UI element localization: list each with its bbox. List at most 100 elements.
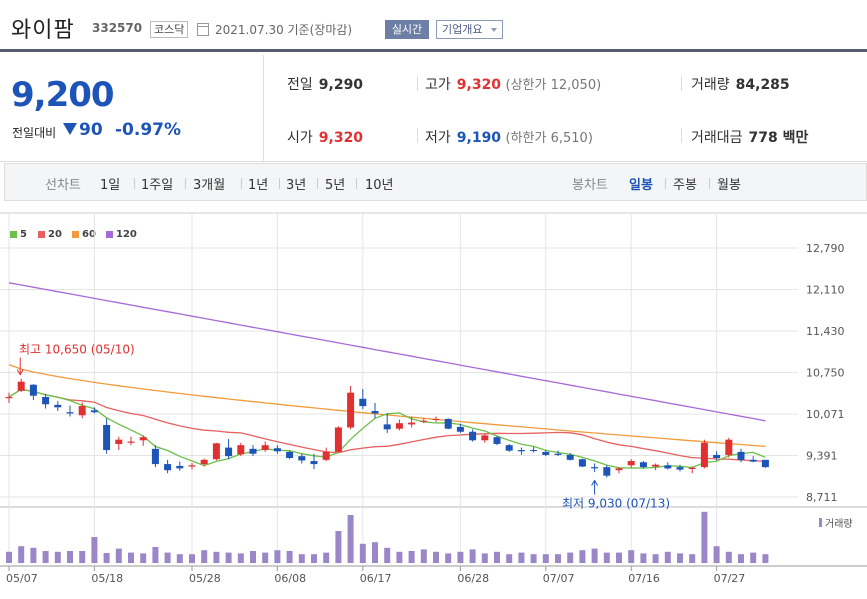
ma120-line: [8, 282, 766, 422]
period-1w[interactable]: 1주일: [141, 178, 174, 193]
x-tick-label: 07/07: [543, 572, 575, 585]
candle: [615, 467, 623, 474]
volume-bar: [628, 550, 635, 563]
candle-body: [432, 418, 440, 420]
volume-bar: [225, 552, 232, 563]
candle: [151, 445, 159, 468]
candle-body: [200, 459, 208, 465]
candle-body: [542, 451, 550, 455]
volume-bar: [725, 551, 732, 563]
candle: [725, 437, 733, 458]
candle-body: [713, 454, 721, 458]
candle: [188, 462, 196, 470]
price-change: 90: [79, 120, 103, 140]
period-1d[interactable]: 1일: [100, 178, 121, 193]
company-info-label: 기업개요: [442, 23, 483, 36]
x-tick-label: 07/16: [628, 572, 660, 585]
candle-body: [554, 453, 562, 455]
period-10y[interactable]: 10년: [365, 178, 394, 193]
x-tick-label: 06/08: [274, 572, 306, 585]
candle: [444, 418, 452, 430]
candle-body: [761, 459, 769, 468]
candle-body: [310, 461, 318, 465]
candle: [322, 447, 330, 462]
volume-bar: [506, 554, 513, 563]
period-3m[interactable]: 3개월: [193, 178, 226, 193]
volume-bar: [103, 553, 110, 563]
candle-body: [737, 451, 745, 460]
ma60-line: [8, 363, 766, 448]
candle: [17, 378, 25, 393]
candle: [481, 434, 489, 443]
volume-bar: [250, 551, 256, 563]
volume-bar: [701, 511, 708, 563]
candle: [737, 448, 745, 463]
amount-value: 778 백만: [748, 130, 809, 146]
candle-body: [78, 406, 86, 416]
candle-body: [225, 447, 233, 457]
period-5y[interactable]: 5년: [325, 178, 346, 193]
volume-bar: [603, 552, 610, 563]
realtime-button[interactable]: 실시간: [385, 20, 429, 39]
candle: [542, 450, 550, 457]
candle-body: [17, 381, 25, 391]
candle: [298, 453, 306, 464]
candle-body: [66, 412, 74, 414]
candle-body: [456, 426, 464, 432]
y-tick-label: 9,391: [806, 449, 838, 462]
period-3y[interactable]: 3년: [286, 178, 307, 193]
volume-bar: [445, 553, 452, 563]
candle-daily[interactable]: 일봉: [629, 178, 653, 193]
volume-bar: [579, 550, 586, 563]
volume-bar: [79, 551, 86, 563]
candle: [432, 416, 440, 422]
volume-bar: [664, 551, 671, 563]
volume-bar: [42, 551, 49, 563]
prev-close-cell: 전일 9,290: [287, 74, 363, 94]
period-1y[interactable]: 1년: [248, 178, 269, 193]
legend-item-ma20: 20: [38, 229, 62, 240]
candle-body: [676, 467, 684, 470]
candle: [90, 407, 98, 414]
caret-down-icon: [491, 28, 497, 32]
candle-weekly[interactable]: 주봉: [673, 178, 697, 193]
divider: [0, 161, 867, 162]
candle-body: [249, 448, 257, 454]
candle: [286, 450, 294, 460]
volume-bar: [640, 553, 647, 563]
candle: [530, 447, 538, 453]
candle: [127, 436, 135, 446]
candle: [493, 436, 501, 446]
candle: [469, 429, 477, 442]
candle-monthly[interactable]: 월봉: [717, 178, 741, 193]
volume-bar: [140, 553, 147, 563]
volume-bar: [274, 550, 281, 563]
volume-bar: [408, 551, 415, 563]
calendar-icon: [197, 23, 209, 36]
open-label: 시가: [287, 130, 313, 146]
volume-bar: [555, 554, 561, 563]
candle-body: [505, 445, 513, 451]
chart-tabs: 선차트 1일 1주일 3개월 1년 3년 5년 10년 봉차트 일봉 주봉 월봉: [4, 163, 867, 201]
candle: [359, 389, 367, 410]
candle: [42, 393, 50, 409]
candle-body: [115, 439, 123, 444]
y-tick-label: 10,750: [806, 367, 845, 380]
candle-body: [212, 443, 220, 460]
company-info-dropdown[interactable]: 기업개요: [436, 20, 503, 39]
y-tick-label: 8,711: [806, 491, 838, 504]
candle-body: [408, 422, 416, 425]
candle: [261, 441, 269, 452]
candle: [347, 385, 355, 430]
volume-bar: [335, 531, 342, 563]
volume-bar: [469, 549, 476, 563]
down-triangle-icon: [63, 123, 77, 135]
legend-label-ma20: 20: [48, 229, 62, 240]
x-tick-label: 06/28: [457, 572, 489, 585]
candle-chart-label: 봉차트: [572, 178, 608, 193]
candle: [383, 413, 391, 433]
divider: [417, 128, 418, 143]
candle: [456, 423, 464, 433]
legend-label-ma60: 60: [82, 229, 96, 240]
